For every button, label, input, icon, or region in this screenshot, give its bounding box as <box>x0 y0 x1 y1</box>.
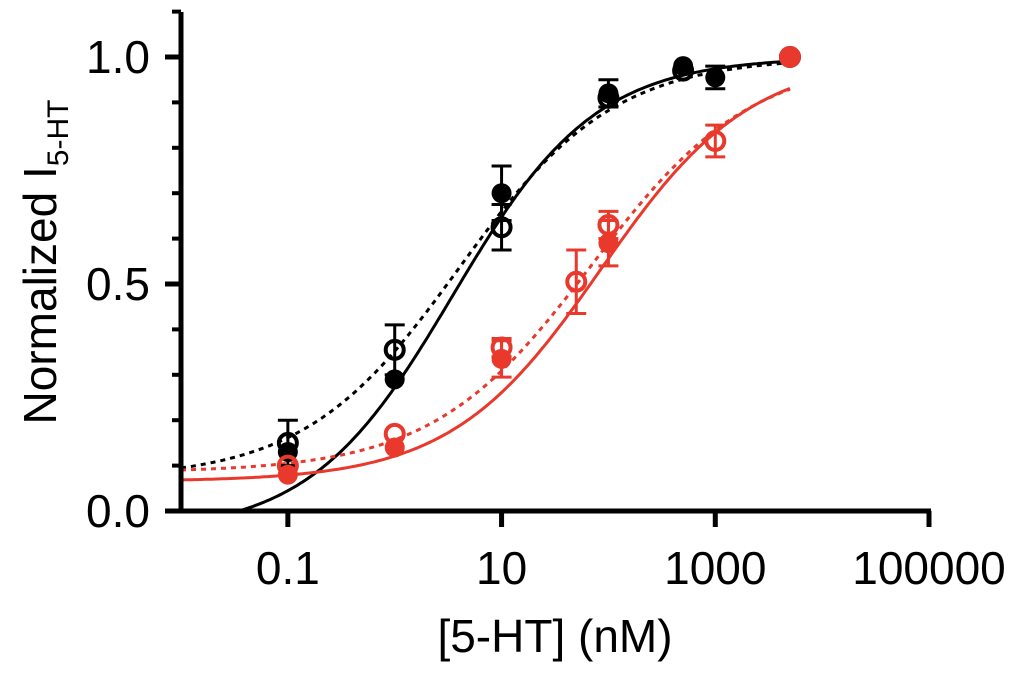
y-axis-title-subscript: 5-HT <box>42 100 75 167</box>
data-point-3-5 <box>704 129 727 152</box>
data-point-2-3 <box>598 233 619 254</box>
x-tick-label-1: 10 <box>476 542 527 594</box>
data-point-0-5 <box>705 67 726 88</box>
x-tick-label-2: 1000 <box>664 542 766 594</box>
data-point-3-6 <box>778 46 801 68</box>
data-point-3-1 <box>383 422 406 445</box>
data-point-3-3 <box>565 270 588 293</box>
data-point-1-1 <box>383 338 406 361</box>
data-markers <box>276 46 801 485</box>
data-point-3-2 <box>490 336 513 359</box>
data-point-3-0 <box>276 454 299 477</box>
data-point-1-0 <box>276 431 299 454</box>
data-point-3-4 <box>597 213 620 236</box>
fit-curve-2 <box>181 87 791 482</box>
x-tick-label-3: 100000 <box>852 542 1006 594</box>
data-point-0-2 <box>491 183 512 204</box>
data-point-1-2 <box>490 216 513 239</box>
data-point-1-4 <box>672 59 695 82</box>
axes <box>178 12 931 514</box>
y-tick-label-1: 0.5 <box>86 258 150 310</box>
y-tick-label-2: 1.0 <box>86 31 150 83</box>
x-tick-label-0: 0.1 <box>256 542 320 594</box>
y-tick-label-0: 0.0 <box>86 485 150 537</box>
error-bars <box>277 64 726 468</box>
y-axis-title: Normalized I5-HT <box>14 100 75 425</box>
data-point-1-3 <box>597 86 620 109</box>
fit-curve-3 <box>180 87 791 472</box>
y-axis-title-main: Normalized I <box>14 166 66 424</box>
x-axis-title: [5-HT] (nM) <box>437 610 672 662</box>
axis-ticks: 0.0 0.5 1.0 0.1 10 1000 100000 <box>86 9 1006 594</box>
fit-curves <box>180 59 791 513</box>
data-point-0-1 <box>384 369 405 390</box>
